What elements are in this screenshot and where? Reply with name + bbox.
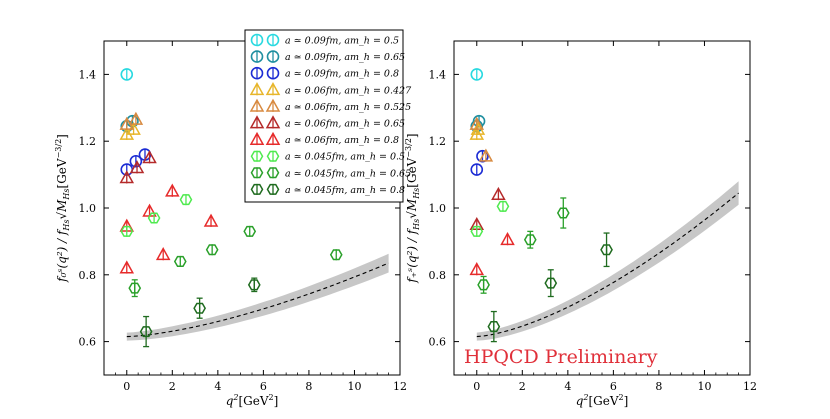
x-tick-label: 4 (214, 380, 221, 393)
series-4 (469, 116, 494, 162)
series-5 (119, 150, 157, 184)
fit-central-curve (476, 192, 739, 338)
legend-label: a ≃ 0.045fm, am_h = 0.65 (285, 168, 411, 179)
series-9 (487, 232, 613, 343)
data-point (496, 200, 510, 212)
legend-entry: a ≃ 0.06fm, am_h = 0.427 (249, 82, 412, 96)
data-point (128, 282, 142, 294)
data-point (139, 326, 153, 338)
legend-entry: a ≃ 0.09fm, am_h = 0.8 (250, 66, 399, 80)
data-point (329, 249, 343, 261)
data-point (470, 225, 484, 237)
y-tick-label: 1.2 (79, 135, 97, 148)
x-tick-label: 4 (564, 380, 571, 393)
y-tick-label: 0.8 (79, 269, 97, 282)
y-tick-label: 1.0 (79, 202, 97, 215)
y-tick-label: 1.2 (429, 135, 447, 148)
data-point (477, 279, 490, 291)
y-axis-label: f₊ˢ(q²) / fHs√MHs[GeV−3/2] (404, 133, 421, 283)
legend-marker (266, 183, 280, 195)
fit-error-band (126, 253, 389, 341)
x-tick-label: 0 (123, 380, 130, 393)
annotation-hpqcd-preliminary: HPQCD Preliminary (464, 346, 658, 368)
x-tick-label: 10 (697, 380, 711, 393)
data-point (487, 321, 501, 333)
data-point (120, 225, 134, 237)
data-point (173, 255, 187, 267)
series-2 (470, 149, 489, 176)
data-point (193, 302, 206, 314)
legend-entry: a ≃ 0.045fm, am_h = 0.8 (250, 183, 405, 196)
series-0 (470, 68, 484, 81)
series-0 (120, 68, 134, 81)
x-tick-label: 0 (473, 380, 480, 393)
legend-entry: a ≃ 0.09fm, am_h = 0.65 (250, 50, 405, 63)
series-4 (119, 111, 144, 130)
x-tick-label: 6 (610, 380, 617, 393)
data-point (523, 234, 537, 246)
series-9 (139, 277, 261, 348)
series-7 (470, 200, 510, 237)
legend-entry: a ≃ 0.045fm, am_h = 0.5 (250, 150, 405, 163)
legend-marker (250, 150, 264, 162)
panel-left: 0 2 4 6 8 10 12 0.6 0.8 1.0 1.2 1.4 q2[GeV2] f₀ˢ(q²) … (54, 29, 412, 408)
panel-right: 0 2 4 6 8 10 12 0.6 0.8 1.0 1.2 1.4 q2[GeV2] f₊ˢ(q²) … (404, 40, 757, 408)
x-tick-label: 2 (169, 380, 176, 393)
legend-box (244, 29, 404, 203)
data-point (247, 279, 261, 291)
data-point (147, 212, 161, 224)
legend-label: a ≃ 0.045fm, am_h = 0.8 (285, 185, 405, 196)
legend-entry: a ≃ 0.06fm, am_h = 0.65 (249, 115, 405, 130)
x-tick-label: 12 (393, 380, 407, 393)
legend-marker (250, 167, 264, 179)
legend: a ≃ 0.09fm, am_h = 0.5 a ≃ 0.09fm, am_h =… (244, 29, 412, 203)
x-axis-label: q2[GeV2] (576, 393, 629, 408)
fit-error-band (476, 181, 739, 341)
legend-entry: a ≃ 0.06fm, am_h = 0.8 (249, 131, 399, 146)
legend-entry: a ≃ 0.045fm, am_h = 0.65 (250, 167, 411, 179)
data-point (179, 194, 193, 206)
x-tick-label: 12 (743, 380, 757, 393)
legend-label: a ≃ 0.06fm, am_h = 0.65 (285, 119, 405, 130)
y-tick-label: 1.4 (79, 68, 97, 81)
legend-label: a ≃ 0.045fm, am_h = 0.5 (285, 152, 405, 163)
data-point (600, 244, 613, 256)
legend-marker (266, 167, 280, 179)
legend-label: a ≃ 0.06fm, am_h = 0.525 (285, 102, 411, 113)
legend-label: a ≃ 0.09fm, am_h = 0.8 (285, 69, 399, 80)
y-tick-label: 0.8 (429, 269, 447, 282)
data-point (556, 207, 570, 219)
series-6 (119, 183, 219, 274)
x-tick-label: 8 (655, 380, 662, 393)
fit-central-curve (126, 262, 389, 338)
legend-entry: a ≃ 0.09fm, am_h = 0.5 (250, 33, 399, 47)
x-tick-label: 6 (260, 380, 267, 393)
x-tick-label: 10 (347, 380, 361, 393)
series-6 (469, 231, 515, 276)
y-axis-label: f₀ˢ(q²) / fHs√MHs[GeV−3/2] (54, 134, 71, 283)
series-7 (120, 194, 193, 237)
y-tick-label: 0.6 (429, 336, 447, 349)
legend-label: a ≃ 0.09fm, am_h = 0.65 (285, 52, 405, 63)
y-tick-label: 1.4 (429, 68, 447, 81)
legend-marker (250, 183, 264, 195)
data-point (243, 225, 257, 237)
x-tick-label: 8 (305, 380, 312, 393)
y-tick-label: 0.6 (79, 336, 97, 349)
data-point (544, 277, 558, 289)
legend-entry: a ≃ 0.06fm, am_h = 0.525 (249, 98, 411, 113)
x-tick-label: 2 (519, 380, 526, 393)
legend-label: a ≃ 0.09fm, am_h = 0.5 (285, 36, 399, 47)
series-8 (477, 197, 570, 294)
series-8 (128, 225, 343, 298)
data-point (205, 244, 219, 256)
legend-label: a ≃ 0.06fm, am_h = 0.8 (285, 135, 399, 146)
y-tick-label: 1.0 (429, 202, 447, 215)
legend-label: a ≃ 0.06fm, am_h = 0.427 (285, 85, 412, 96)
legend-marker (266, 150, 280, 162)
x-axis-label: q2[GeV2] (226, 393, 279, 408)
